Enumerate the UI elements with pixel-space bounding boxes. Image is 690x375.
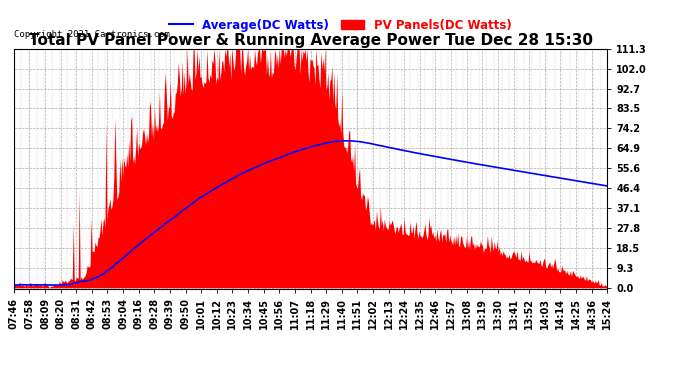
Legend: Average(DC Watts), PV Panels(DC Watts): Average(DC Watts), PV Panels(DC Watts) bbox=[164, 14, 516, 36]
Title: Total PV Panel Power & Running Average Power Tue Dec 28 15:30: Total PV Panel Power & Running Average P… bbox=[28, 33, 593, 48]
Text: Copyright 2021 Cartronics.com: Copyright 2021 Cartronics.com bbox=[14, 30, 170, 39]
